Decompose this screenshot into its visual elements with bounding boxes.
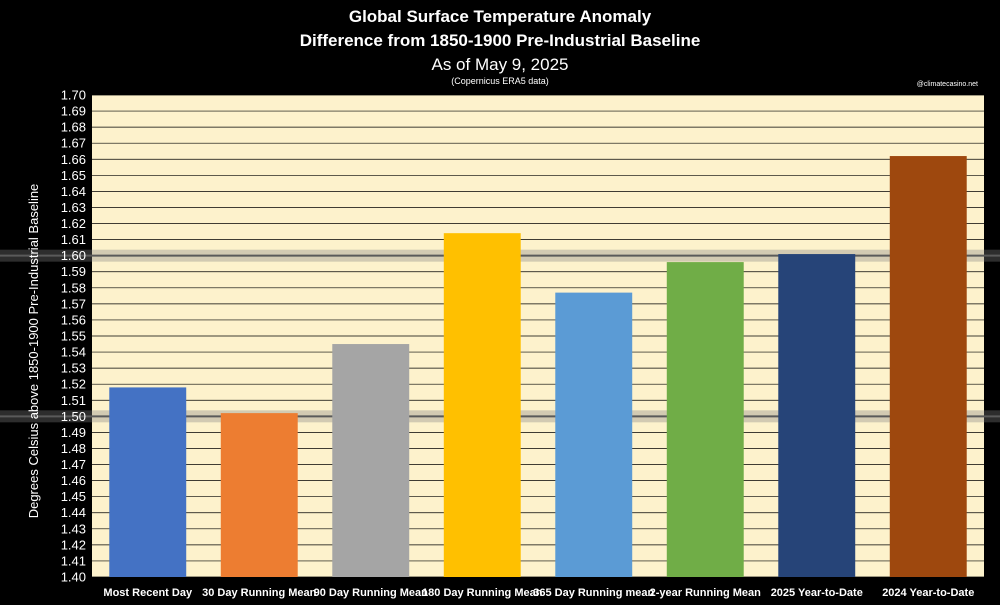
y-tick-label: 1.47 <box>61 457 86 472</box>
x-tick-label: 2024 Year-to-Date <box>882 587 974 599</box>
y-tick-label: 1.67 <box>61 136 86 151</box>
y-tick-label: 1.46 <box>61 473 86 488</box>
x-tick-label: 30 Day Running Mean <box>202 587 317 599</box>
y-tick-label: 1.51 <box>61 393 86 408</box>
y-tick-label: 1.45 <box>61 489 86 504</box>
bar <box>332 344 410 577</box>
x-tick-label: 365 Day Running mean <box>533 587 654 599</box>
y-tick-label: 1.43 <box>61 521 86 536</box>
y-tick-label: 1.54 <box>61 345 86 360</box>
bar <box>443 233 521 577</box>
x-tick-label: 90 Day Running Mean <box>314 587 429 599</box>
y-tick-label: 1.57 <box>61 296 86 311</box>
bar <box>778 254 856 577</box>
y-tick-label: 1.61 <box>61 232 86 247</box>
bars <box>109 156 967 577</box>
y-tick-label: 1.64 <box>61 184 86 199</box>
chart-subtitle: Difference from 1850-1900 Pre-Industrial… <box>300 31 701 50</box>
y-tick-label: 1.42 <box>61 537 86 552</box>
x-tick-label: Most Recent Day <box>103 587 193 599</box>
y-tick-label: 1.60 <box>61 248 86 263</box>
y-tick-label: 1.49 <box>61 425 86 440</box>
y-tick-label: 1.48 <box>61 441 86 456</box>
y-tick-label: 1.63 <box>61 200 86 215</box>
y-tick-label: 1.50 <box>61 409 86 424</box>
y-tick-label: 1.41 <box>61 553 86 568</box>
y-axis-ticks: 1.40 1.411.421.431.441.451.461.471.481.49… <box>61 88 86 585</box>
bar <box>666 262 744 577</box>
y-tick-label: 1.56 <box>61 312 86 327</box>
y-tick-label: 1.52 <box>61 377 86 392</box>
y-tick-label: 1.55 <box>61 329 86 344</box>
y-tick-label: 1.66 <box>61 152 86 167</box>
x-tick-label: 2025 Year-to-Date <box>771 587 863 599</box>
y-tick-label: 1.58 <box>61 280 86 295</box>
y-tick-label: 1.62 <box>61 216 86 231</box>
y-axis-label: Degrees Celsius above 1850-1900 Pre-Indu… <box>26 184 41 519</box>
chart-date-line: As of May 9, 2025 <box>431 55 568 74</box>
y-tick-label: 1.40 <box>61 570 86 585</box>
bar <box>555 292 633 577</box>
y-tick-label: 1.53 <box>61 361 86 376</box>
credit-label: @climatecasino.net <box>917 81 978 88</box>
chart-title: Global Surface Temperature Anomaly <box>349 7 652 26</box>
y-tick-label: 1.68 <box>61 120 86 135</box>
bar <box>889 156 967 577</box>
x-tick-label: 2-year Running Mean <box>650 587 762 599</box>
bar <box>220 413 298 577</box>
x-tick-label: 180 Day Running Mean <box>422 587 543 599</box>
source-note: (Copernicus ERA5 data) <box>451 76 549 86</box>
y-tick-label: 1.59 <box>61 264 86 279</box>
y-tick-label: 1.70 <box>61 88 86 103</box>
y-tick-label: 1.44 <box>61 505 86 520</box>
bar <box>109 387 187 577</box>
y-tick-label: 1.65 <box>61 168 86 183</box>
y-tick-label: 1.69 <box>61 104 86 119</box>
